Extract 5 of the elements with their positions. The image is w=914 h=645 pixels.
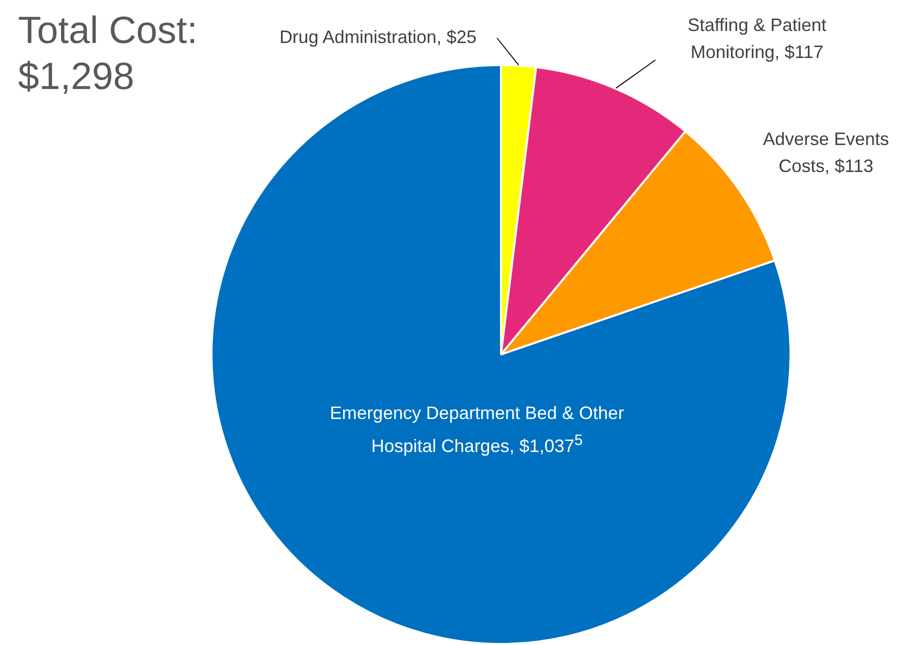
chart-title: Total Cost: $1,298 [18, 9, 199, 100]
slice-label: Adverse Events Costs, $113 [762, 128, 890, 178]
slice-label: Emergency Department Bed & Other Hospital Charges, $1,037$^{5}$ [328, 402, 626, 458]
slice-label: Staffing & Patient Monitoring, $117 [686, 14, 828, 64]
slice-label: Drug Administration, $25 [278, 26, 478, 49]
